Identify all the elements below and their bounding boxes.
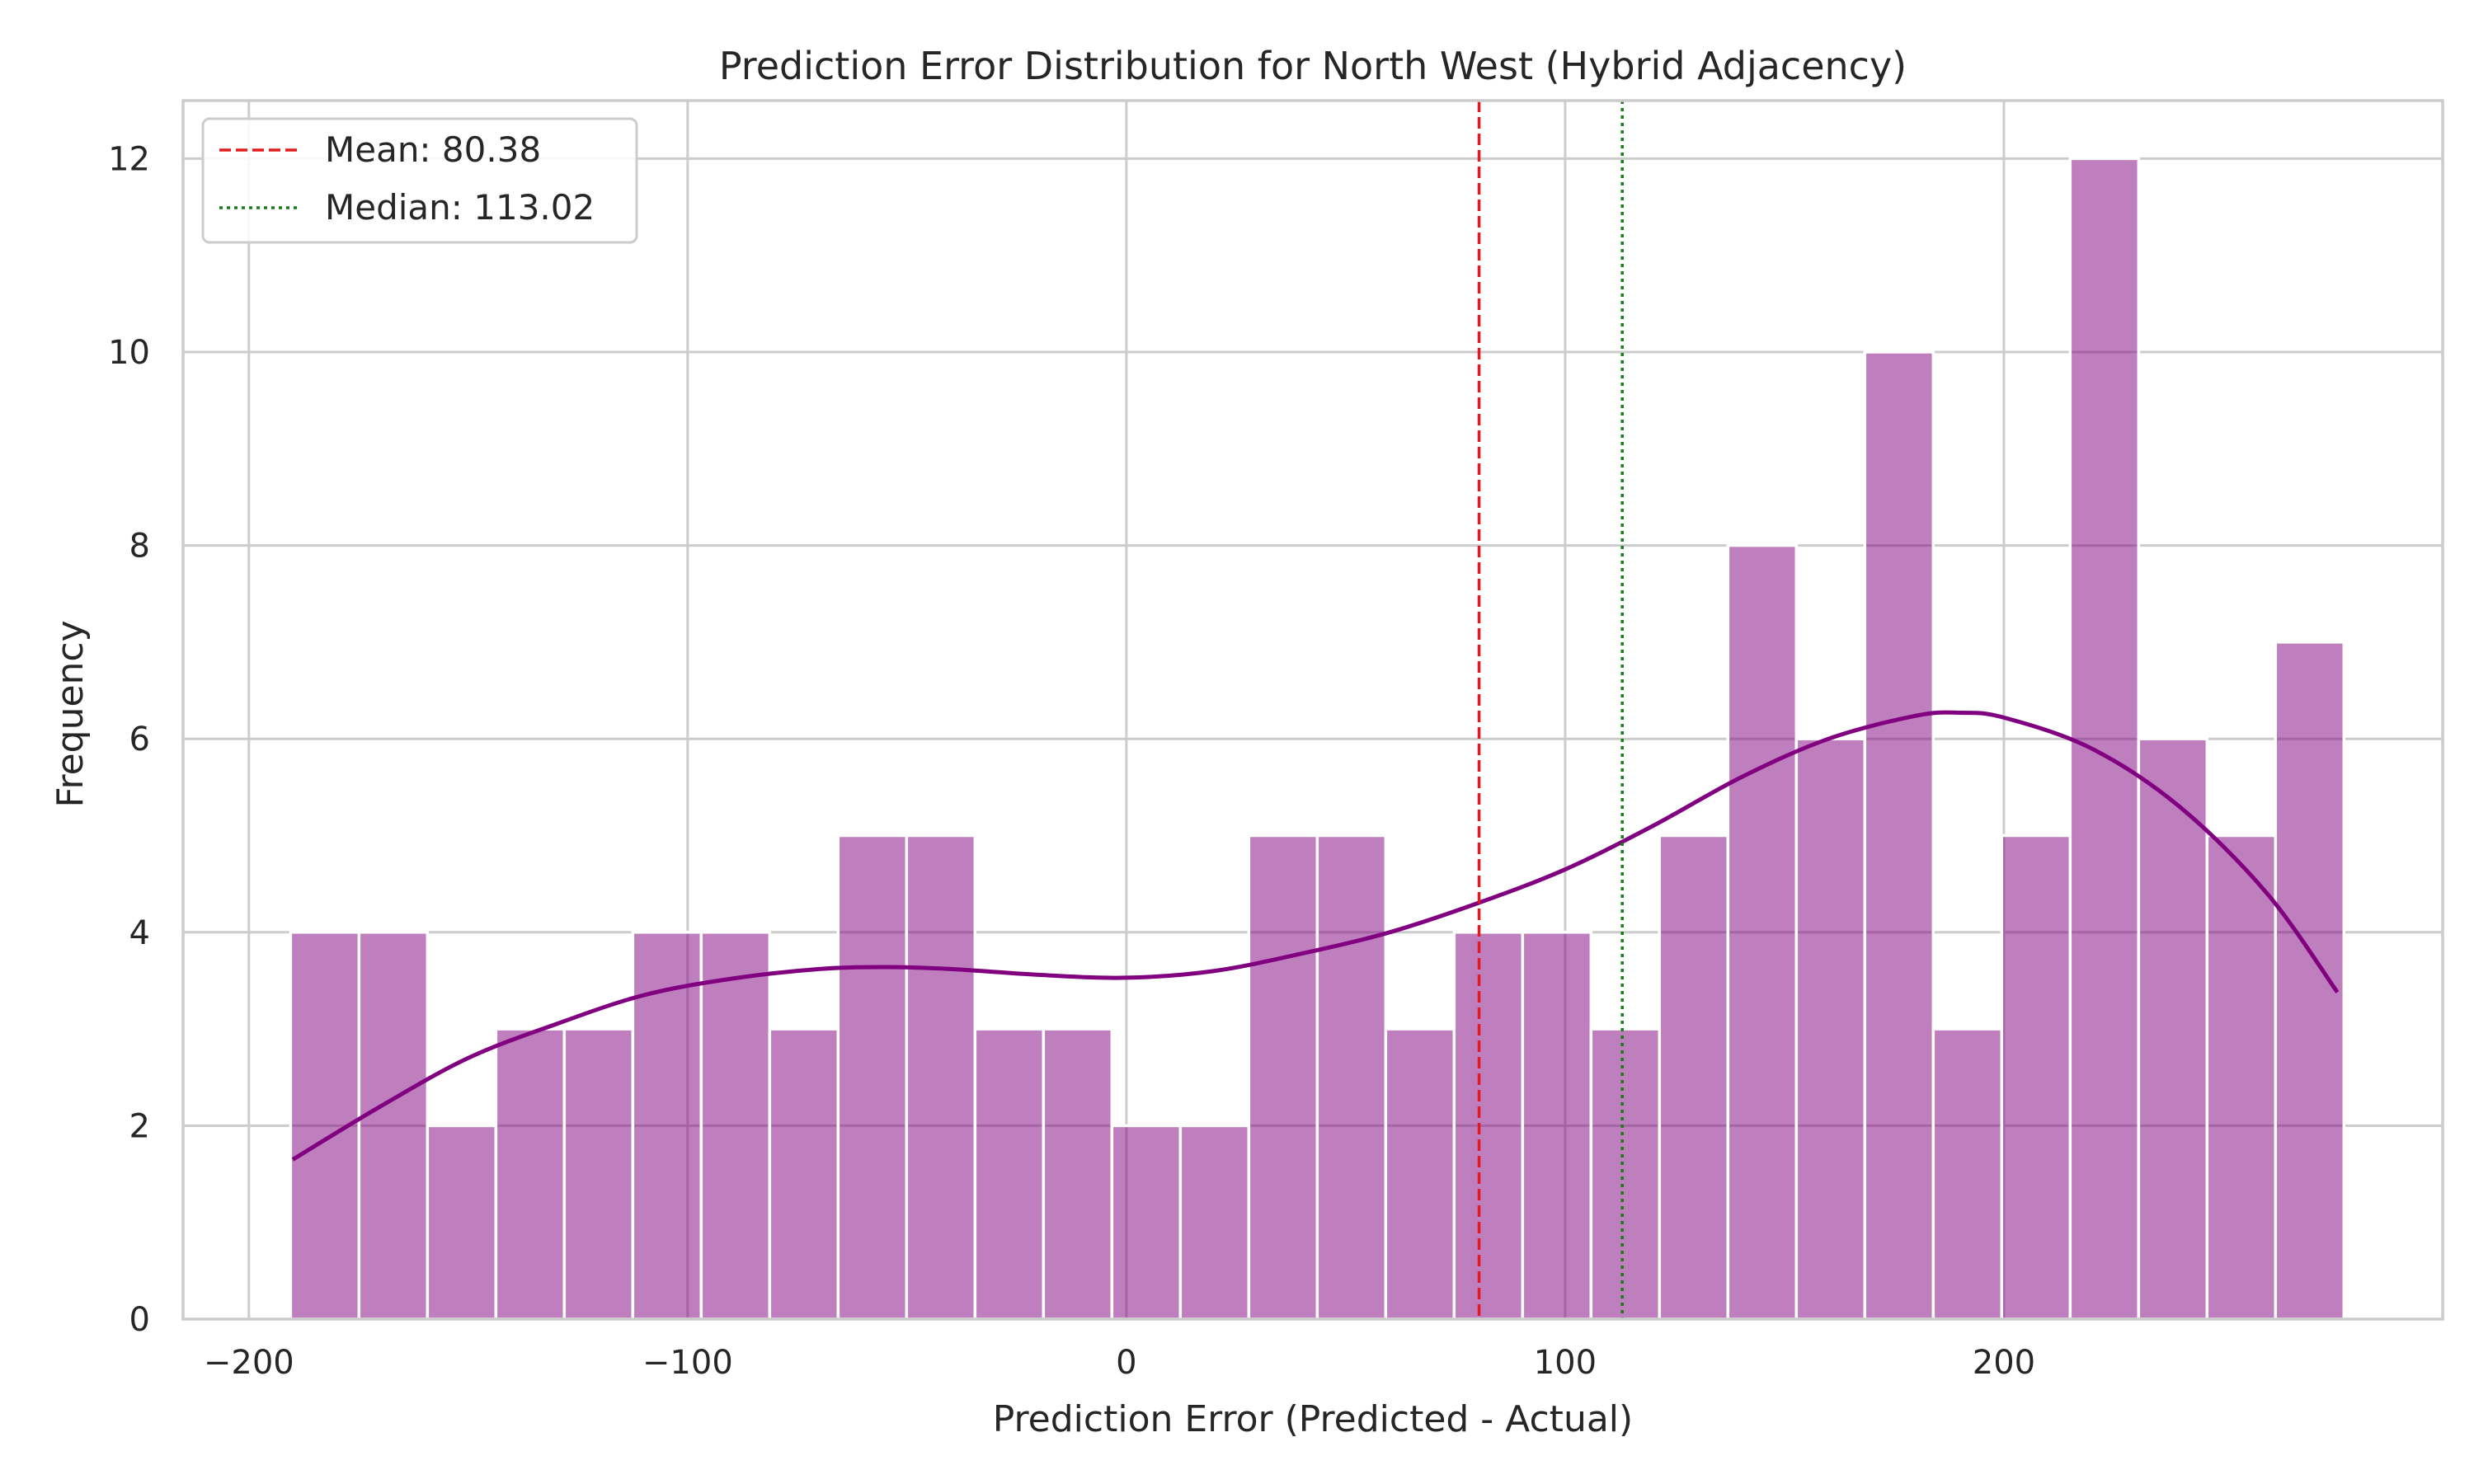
y-tick-label: 10 (108, 334, 150, 372)
y-tick-labels: 0 2 4 6 8 10 12 (108, 140, 150, 1339)
histogram-bars (289, 157, 2346, 1321)
histogram-bar (2274, 641, 2346, 1321)
y-tick-label: 6 (129, 721, 150, 758)
histogram-bar (1794, 737, 1867, 1321)
histogram-bar (1521, 931, 1593, 1321)
x-tick-label: −200 (204, 1344, 294, 1382)
histogram-bar (1726, 543, 1799, 1321)
histogram-bar (1863, 350, 1935, 1321)
legend-box (201, 117, 638, 244)
y-tick-label: 4 (129, 914, 150, 952)
histogram-bar (357, 931, 430, 1321)
x-tick-label: 200 (1973, 1344, 2035, 1382)
histogram-bar (1384, 1027, 1456, 1321)
histogram-bar (1178, 1124, 1251, 1321)
x-tick-labels: −200 −100 0 100 200 (204, 1344, 2035, 1382)
histogram-bar (1452, 931, 1525, 1321)
legend-mean-label: Mean: 80.38 (325, 129, 541, 170)
legend: Mean: 80.38 Median: 113.02 (201, 117, 638, 244)
histogram-bar (1589, 1027, 1662, 1321)
plot-frame (181, 99, 2444, 1321)
kde-curve-layer (291, 710, 2340, 1162)
x-tick-label: 0 (1116, 1344, 1136, 1382)
histogram-bar (768, 1027, 840, 1321)
histogram-bar (836, 834, 909, 1321)
histogram-bar (1931, 1027, 2004, 1321)
y-axis-label: Frequency (49, 620, 92, 807)
kde-curve (291, 710, 2340, 1162)
histogram-bar (2068, 157, 2141, 1321)
chart-title: Prediction Error Distribution for North … (719, 44, 1907, 88)
histogram-bar (973, 1027, 1046, 1321)
histogram-bar (1315, 834, 1388, 1321)
histogram-bar (494, 1027, 567, 1321)
y-tick-label: 2 (129, 1107, 150, 1145)
histogram-bar (426, 1124, 498, 1321)
legend-median-label: Median: 113.02 (325, 187, 595, 228)
histogram-bar (1247, 834, 1319, 1321)
x-tick-label: −100 (642, 1344, 733, 1382)
histogram-bar (699, 931, 772, 1321)
y-tick-label: 0 (129, 1301, 150, 1339)
histogram-bar (562, 1027, 635, 1321)
histogram-bar (1658, 834, 1730, 1321)
histogram-bar (905, 834, 977, 1321)
histogram-bar (1042, 1027, 1114, 1321)
histogram-bar (2205, 834, 2278, 1321)
x-axis-label: Prediction Error (Predicted - Actual) (993, 1398, 1633, 1440)
histogram-bar (1110, 1124, 1183, 1321)
reference-lines (1477, 101, 1624, 1319)
histogram-bar (2137, 737, 2209, 1321)
y-tick-label: 8 (129, 528, 150, 566)
y-tick-label: 12 (108, 140, 150, 178)
x-tick-label: 100 (1534, 1344, 1597, 1382)
histogram-bar (2000, 834, 2072, 1321)
